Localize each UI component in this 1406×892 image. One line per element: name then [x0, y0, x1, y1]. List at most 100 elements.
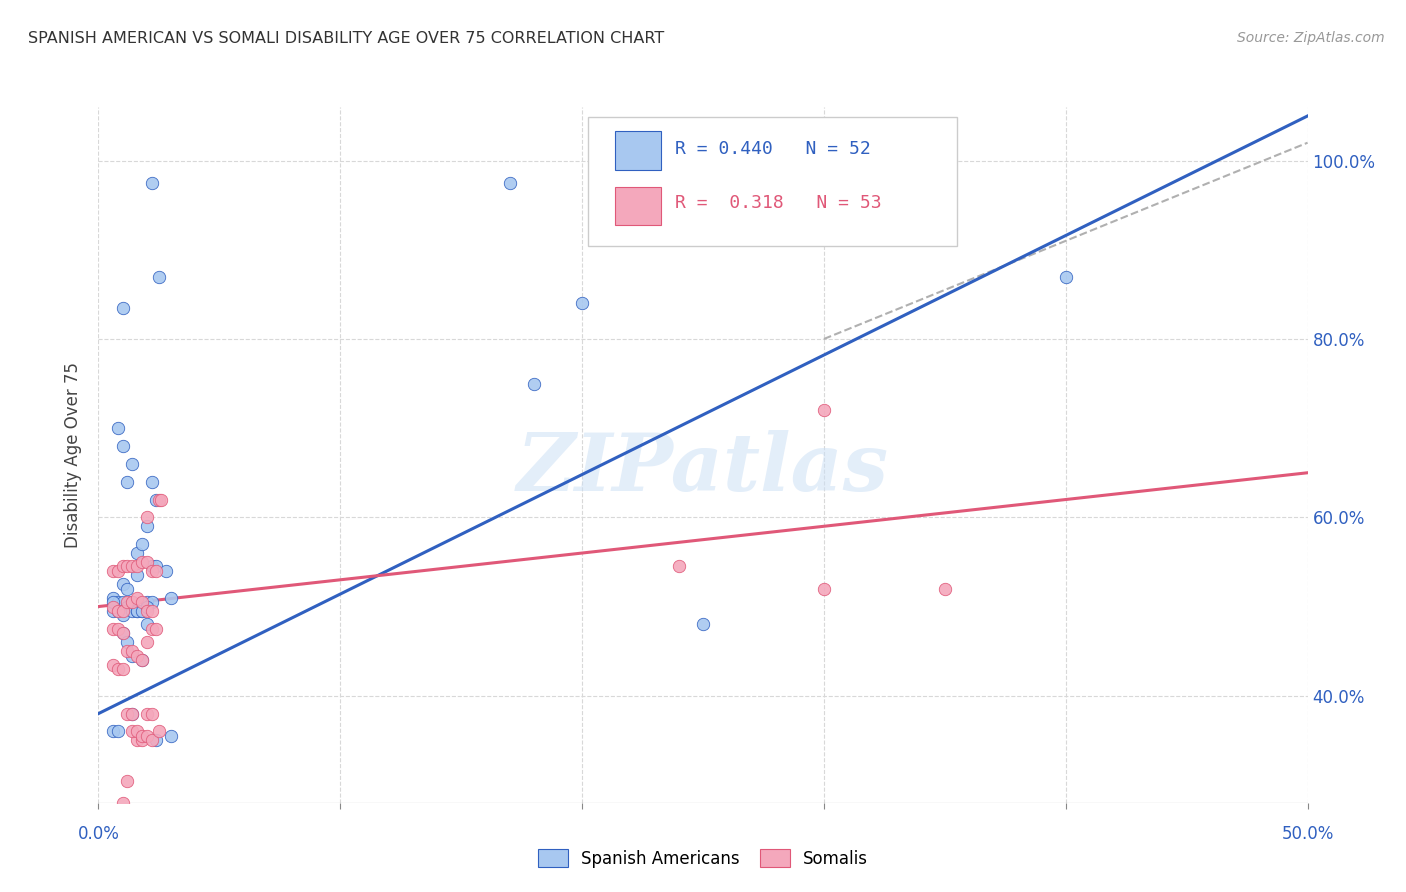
Point	[117, 475, 139, 489]
Point	[141, 604, 163, 618]
Point	[160, 729, 183, 743]
Point	[111, 796, 134, 810]
Point	[135, 617, 157, 632]
Point	[101, 564, 124, 578]
Point	[127, 733, 149, 747]
Point	[111, 626, 134, 640]
Point	[107, 622, 129, 636]
Point	[121, 604, 143, 618]
Point	[127, 604, 149, 618]
Point	[131, 604, 153, 618]
Point	[111, 439, 134, 453]
Point	[141, 595, 163, 609]
Point	[117, 635, 139, 649]
Point	[111, 301, 134, 315]
Point	[692, 617, 714, 632]
Point	[141, 475, 163, 489]
Point	[135, 706, 157, 721]
Point	[117, 644, 139, 658]
Point	[121, 595, 143, 609]
Point	[107, 604, 129, 618]
Point	[145, 622, 167, 636]
Point	[101, 622, 124, 636]
Point	[121, 457, 143, 471]
Point	[150, 492, 173, 507]
Point	[127, 724, 149, 739]
Point	[155, 564, 177, 578]
FancyBboxPatch shape	[588, 118, 957, 246]
Point	[131, 595, 153, 609]
Point	[121, 559, 143, 574]
Point	[141, 706, 163, 721]
Point	[135, 604, 157, 618]
Point	[131, 604, 153, 618]
Text: ZIPatlas: ZIPatlas	[517, 430, 889, 508]
Point	[117, 595, 139, 609]
Point	[141, 622, 163, 636]
Point	[107, 662, 129, 676]
Point	[111, 595, 134, 609]
Point	[498, 176, 520, 190]
Point	[121, 648, 143, 663]
Point	[141, 559, 163, 574]
Legend: Spanish Americans, Somalis: Spanish Americans, Somalis	[531, 842, 875, 874]
Point	[111, 559, 134, 574]
Point	[145, 559, 167, 574]
Point	[135, 595, 157, 609]
Bar	[614, 187, 661, 226]
Point	[148, 269, 170, 284]
Point	[101, 591, 124, 605]
Point	[131, 653, 153, 667]
Point	[135, 555, 157, 569]
Point	[145, 733, 167, 747]
Point	[523, 376, 546, 391]
Point	[101, 595, 124, 609]
Point	[141, 733, 163, 747]
Point	[107, 724, 129, 739]
Point	[101, 657, 124, 672]
Point	[101, 604, 124, 618]
Point	[127, 648, 149, 663]
Point	[131, 733, 153, 747]
Point	[117, 582, 139, 596]
Bar	[614, 131, 661, 169]
Point	[141, 176, 163, 190]
Point	[107, 595, 129, 609]
Point	[135, 510, 157, 524]
Point	[127, 568, 149, 582]
Point	[101, 599, 124, 614]
Point	[131, 537, 153, 551]
Point	[668, 559, 690, 574]
Point	[121, 706, 143, 721]
Point	[107, 604, 129, 618]
Point	[1054, 269, 1077, 284]
Point	[117, 559, 139, 574]
Point	[135, 635, 157, 649]
Point	[934, 582, 956, 596]
Point	[107, 564, 129, 578]
Point	[127, 546, 149, 560]
Point	[145, 564, 167, 578]
Point	[148, 492, 170, 507]
Point	[571, 296, 593, 310]
Point	[121, 644, 143, 658]
Point	[121, 595, 143, 609]
Text: Source: ZipAtlas.com: Source: ZipAtlas.com	[1237, 31, 1385, 45]
Point	[127, 559, 149, 574]
Text: SPANISH AMERICAN VS SOMALI DISABILITY AGE OVER 75 CORRELATION CHART: SPANISH AMERICAN VS SOMALI DISABILITY AG…	[28, 31, 665, 46]
Point	[135, 599, 157, 614]
Point	[160, 591, 183, 605]
Text: 0.0%: 0.0%	[77, 825, 120, 843]
Point	[131, 653, 153, 667]
Point	[148, 724, 170, 739]
Text: R =  0.318   N = 53: R = 0.318 N = 53	[675, 194, 882, 212]
Point	[141, 564, 163, 578]
Point	[121, 724, 143, 739]
Point	[135, 729, 157, 743]
Point	[111, 604, 134, 618]
Point	[117, 599, 139, 614]
Point	[111, 626, 134, 640]
Point	[131, 729, 153, 743]
Point	[117, 706, 139, 721]
Y-axis label: Disability Age Over 75: Disability Age Over 75	[65, 362, 83, 548]
